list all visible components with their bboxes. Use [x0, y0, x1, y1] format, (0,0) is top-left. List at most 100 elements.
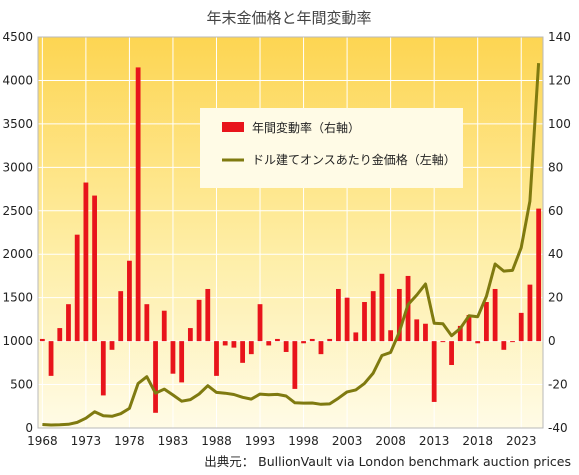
- bar: [457, 325, 463, 342]
- x-tick-label: 1978: [114, 434, 145, 448]
- bar: [449, 341, 454, 366]
- bar: [118, 291, 124, 342]
- bar: [222, 341, 228, 346]
- right-tick-label: 120: [548, 73, 571, 87]
- left-tick-label: 3500: [2, 117, 33, 131]
- x-tick-label: 2023: [506, 434, 537, 448]
- bar: [266, 341, 272, 346]
- bar: [109, 341, 115, 350]
- bar: [501, 341, 507, 350]
- bar: [92, 195, 97, 342]
- bar: [214, 341, 219, 376]
- bar: [74, 234, 80, 342]
- line-series: [42, 63, 541, 427]
- right-tick-label: -20: [548, 378, 568, 392]
- bar: [318, 341, 324, 355]
- right-tick-label: 0: [548, 334, 556, 348]
- legend-label-bar: 年間変動率（右軸）: [252, 120, 360, 135]
- bar: [205, 288, 211, 342]
- x-tick-label: 1973: [71, 434, 102, 448]
- bar: [83, 182, 89, 342]
- left-tick-label: 2500: [2, 204, 33, 218]
- bar: [536, 208, 542, 342]
- bar: [396, 288, 402, 342]
- bar: [362, 302, 367, 342]
- left-tick-label: 4000: [2, 73, 33, 87]
- bar: [283, 341, 289, 352]
- bar: [275, 338, 280, 342]
- bar: [48, 341, 54, 376]
- right-tick-label: 20: [548, 291, 563, 305]
- left-tick-label: 1000: [2, 334, 33, 348]
- bar: [170, 341, 176, 374]
- bar: [257, 304, 263, 342]
- right-tick-label: 40: [548, 247, 563, 261]
- bar: [484, 302, 489, 342]
- bar: [414, 319, 420, 342]
- bar: [370, 291, 376, 342]
- bar: [431, 341, 437, 402]
- x-tick-label: 1998: [288, 434, 319, 448]
- bar: [127, 260, 132, 342]
- plot-border: [37, 36, 544, 429]
- x-tick-label: 2018: [462, 434, 493, 448]
- x-tick-label: 2013: [419, 434, 450, 448]
- x-tick-label: 1983: [158, 434, 189, 448]
- right-tick-label: 100: [548, 117, 571, 131]
- x-tick-label: 2003: [332, 434, 363, 448]
- bar: [66, 304, 71, 342]
- bar: [187, 328, 193, 342]
- bar: [335, 288, 341, 342]
- legend-box: [200, 108, 463, 188]
- bar: [100, 341, 106, 396]
- bar: [135, 67, 141, 342]
- x-tick-label: 2008: [375, 434, 406, 448]
- right-tick-label: -40: [548, 421, 568, 435]
- legend: 年間変動率（右軸） ドル建てオンスあたり金価格（左軸）: [200, 108, 463, 188]
- source-note: 出典元： BullionVault via London benchmark a…: [204, 454, 571, 469]
- bar: [327, 338, 333, 342]
- bar-series: [39, 67, 542, 413]
- x-tick-label: 1968: [27, 434, 58, 448]
- bar: [510, 341, 515, 343]
- plot-area: [38, 37, 543, 428]
- legend-swatch-bar: [222, 122, 244, 132]
- bar: [475, 341, 481, 344]
- left-tick-label: 3000: [2, 160, 33, 174]
- bar: [379, 273, 385, 342]
- bar: [518, 312, 524, 342]
- chart-title: 年末金価格と年間変動率: [206, 9, 371, 27]
- gold-price-line: [42, 63, 541, 427]
- bar: [353, 332, 359, 342]
- right-tick-label: 80: [548, 160, 563, 174]
- bar: [388, 330, 394, 342]
- x-tick-label: 1993: [245, 434, 276, 448]
- left-tick-label: 4500: [2, 30, 33, 44]
- bar: [292, 341, 298, 389]
- bar: [153, 341, 158, 413]
- right-tick-label: 140: [548, 30, 571, 44]
- left-tick-label: 0: [25, 421, 33, 435]
- bar: [344, 297, 350, 342]
- left-tick-label: 2000: [2, 247, 33, 261]
- bar: [248, 341, 254, 355]
- bar: [231, 341, 237, 348]
- bar: [423, 323, 428, 342]
- x-tick-label: 1988: [201, 434, 232, 448]
- bar: [527, 284, 533, 342]
- bar: [301, 341, 306, 344]
- bar: [240, 341, 246, 363]
- bar: [144, 304, 150, 342]
- left-tick-label: 1500: [2, 291, 33, 305]
- legend-label-line: ドル建てオンスあたり金価格（左軸）: [252, 152, 456, 167]
- bar: [466, 315, 472, 342]
- bar: [57, 328, 63, 342]
- bar: [196, 299, 202, 342]
- axes: 050010001500200025003000350040004500-40-…: [2, 30, 570, 448]
- bar: [179, 341, 185, 383]
- bar: [440, 341, 446, 343]
- bar: [39, 338, 45, 342]
- bar: [161, 310, 167, 342]
